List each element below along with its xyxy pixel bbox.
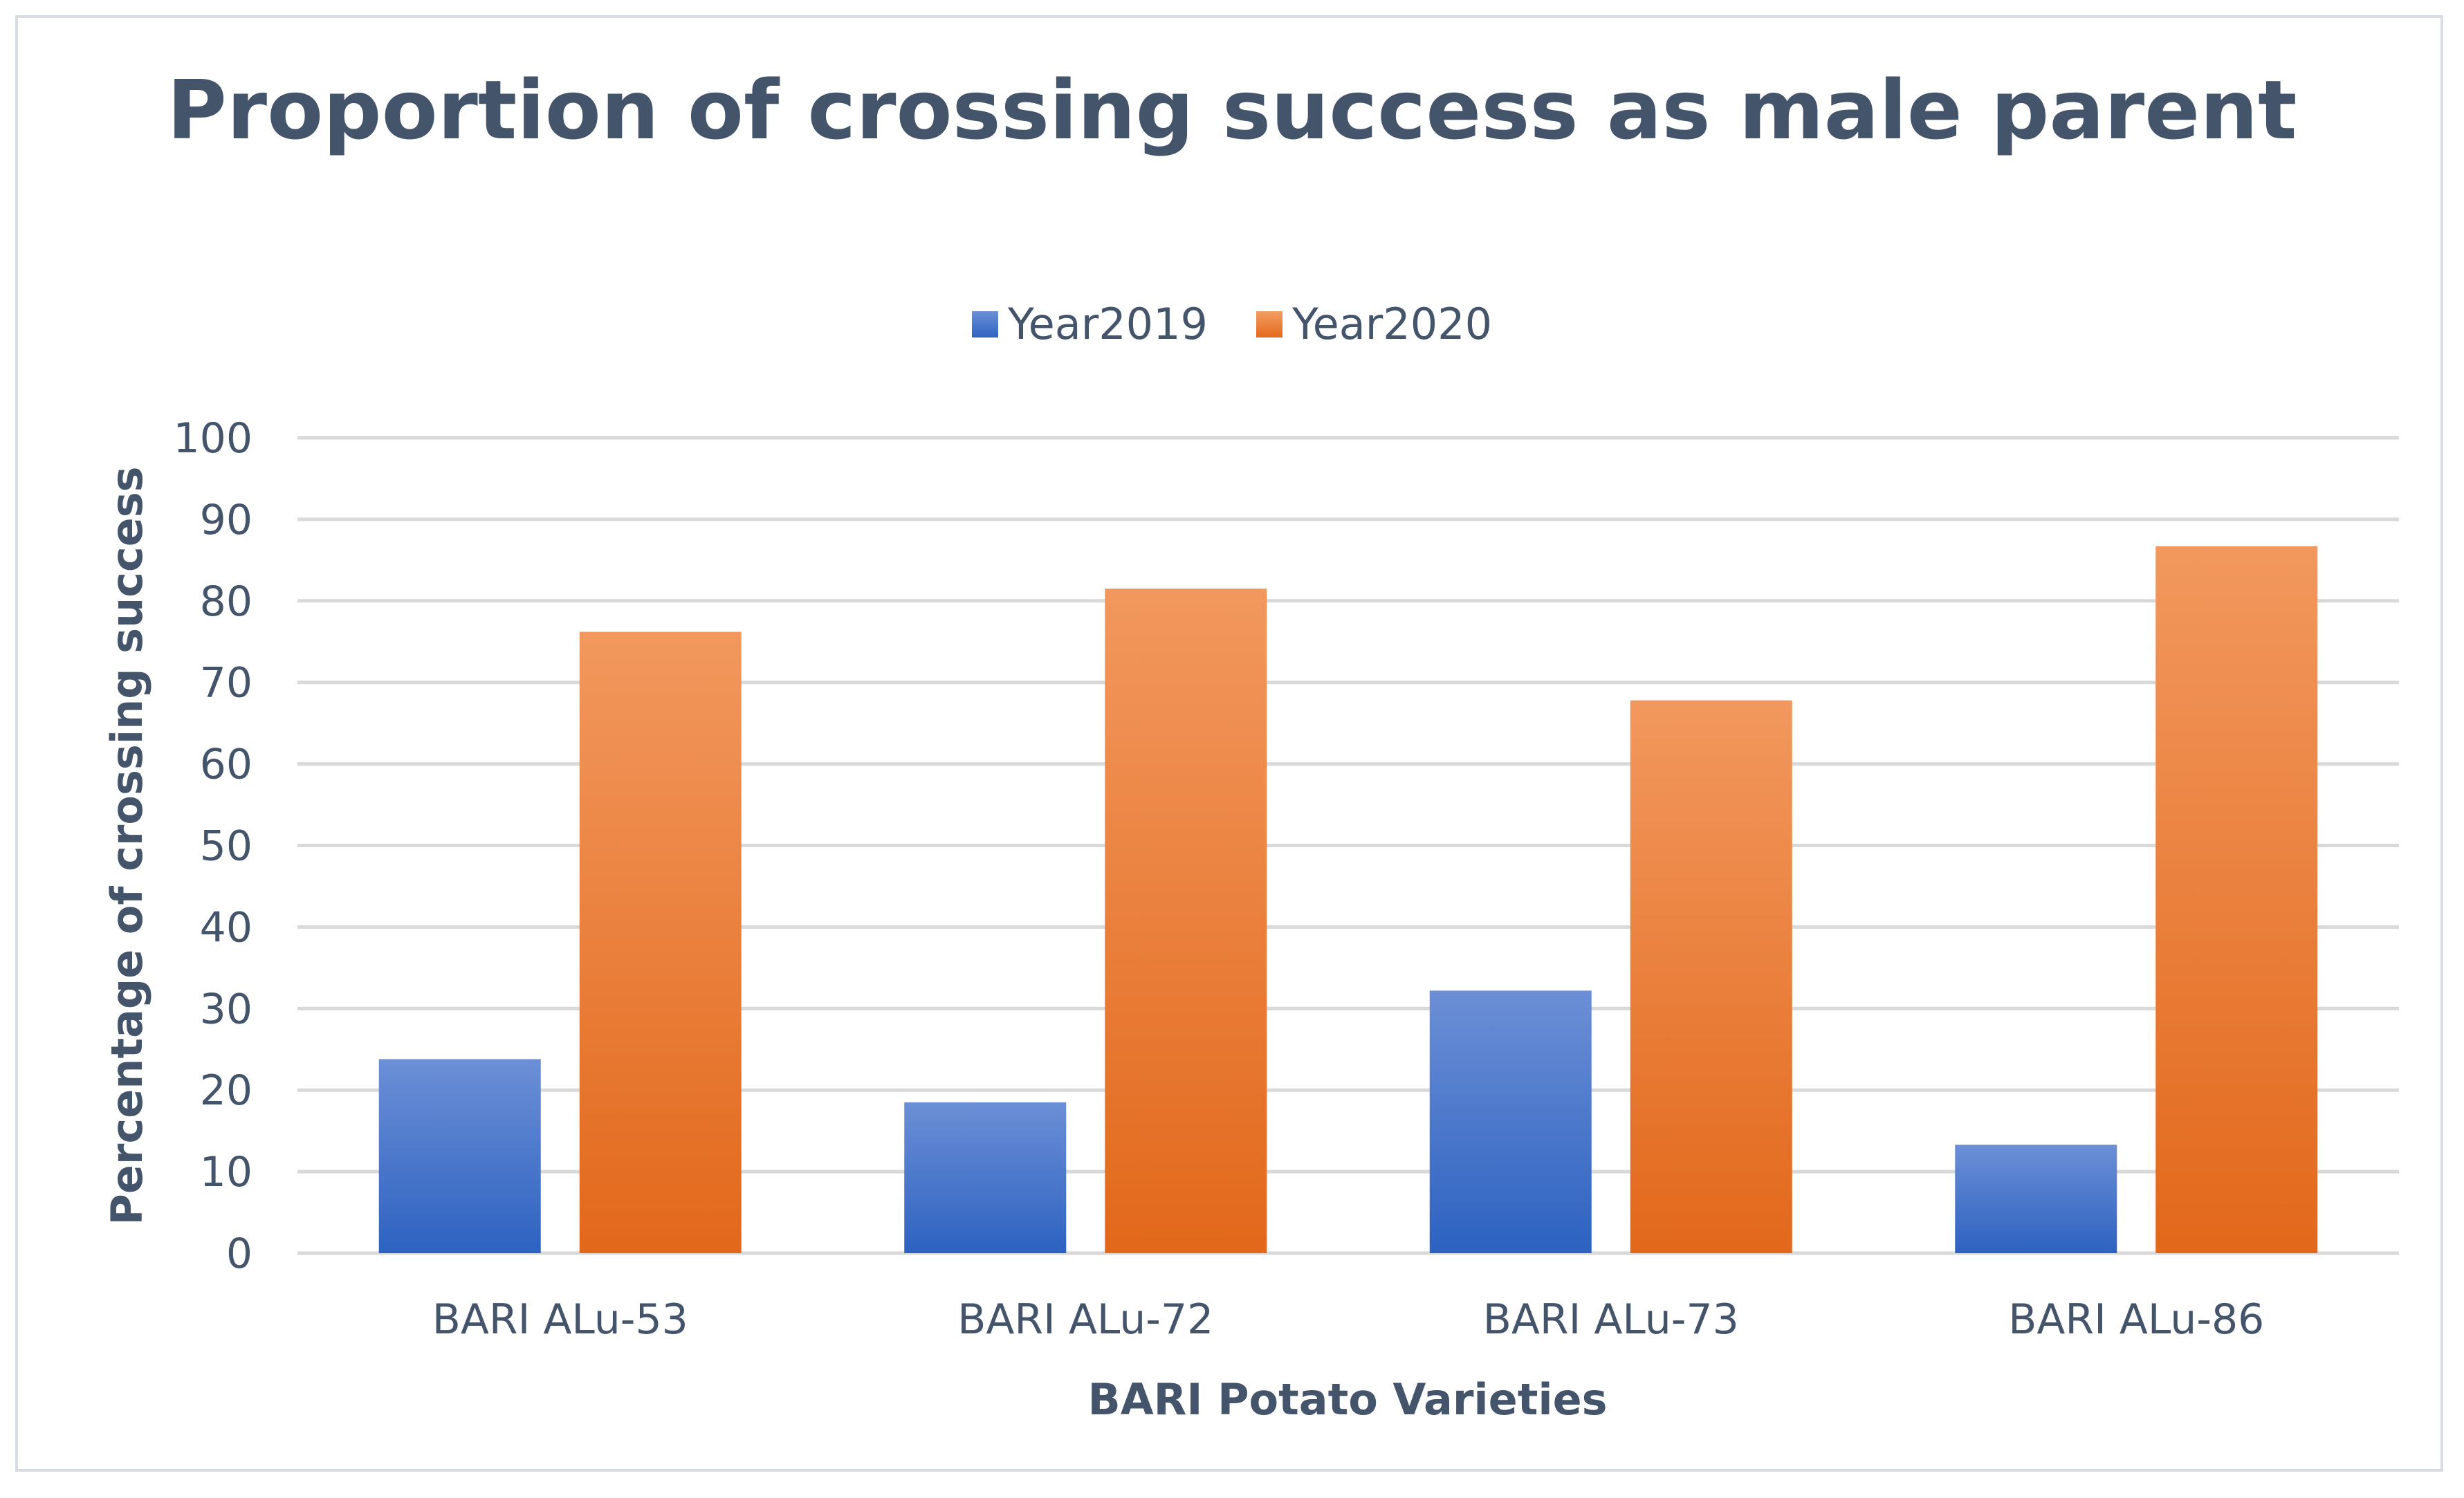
y-tick-label: 20 <box>200 1066 252 1115</box>
bars <box>378 546 2318 1253</box>
chart-title: Proportion of crossing success as male p… <box>167 62 2297 158</box>
y-tick-label: 100 <box>173 414 252 463</box>
bar-year2020-4 <box>2155 546 2318 1253</box>
bar-year2019-2 <box>904 1102 1067 1253</box>
bar-year2020-2 <box>1105 589 1267 1253</box>
y-tick-label: 90 <box>200 496 252 544</box>
x-tick-label: BARI ALu-73 <box>1483 1295 1739 1344</box>
y-tick-label: 10 <box>200 1148 252 1196</box>
legend-item-year2020: Year2020 <box>1256 299 1492 349</box>
legend-swatch-year2019 <box>971 311 998 337</box>
x-tick-label: BARI ALu-53 <box>432 1295 688 1344</box>
bar-year2019-4 <box>1955 1145 2117 1253</box>
y-tick-label: 30 <box>200 985 252 1033</box>
y-tick-label: 70 <box>200 659 252 708</box>
bar-year2019-3 <box>1429 990 1592 1253</box>
y-axis-ticks: 0 10 20 30 40 50 60 70 80 90 100 <box>173 414 252 1278</box>
y-tick-label: 50 <box>200 822 252 871</box>
x-tick-label: BARI ALu-86 <box>2008 1295 2264 1344</box>
bar-year2019-1 <box>378 1059 541 1253</box>
y-tick-label: 60 <box>200 741 252 789</box>
legend-swatch-year2020 <box>1256 311 1282 337</box>
bar-year2020-3 <box>1630 700 1792 1253</box>
y-tick-label: 80 <box>200 577 252 626</box>
y-tick-label: 40 <box>200 903 252 952</box>
x-axis-title: BARI Potato Varieties <box>1087 1374 1607 1425</box>
x-tick-label: BARI ALu-72 <box>957 1295 1213 1344</box>
legend-item-year2019: Year2019 <box>971 299 1208 349</box>
legend-label-year2019: Year2019 <box>1007 299 1208 349</box>
y-axis-title: Percentage of crossing success <box>102 466 152 1225</box>
y-tick-label: 0 <box>226 1230 252 1278</box>
bar-year2020-1 <box>579 631 742 1253</box>
x-axis-ticks: BARI ALu-53 BARI ALu-72 BARI ALu-73 BARI AL… <box>432 1295 2265 1344</box>
legend: Year2019 Year2020 <box>0 299 2464 349</box>
legend-label-year2020: Year2020 <box>1292 299 1493 349</box>
